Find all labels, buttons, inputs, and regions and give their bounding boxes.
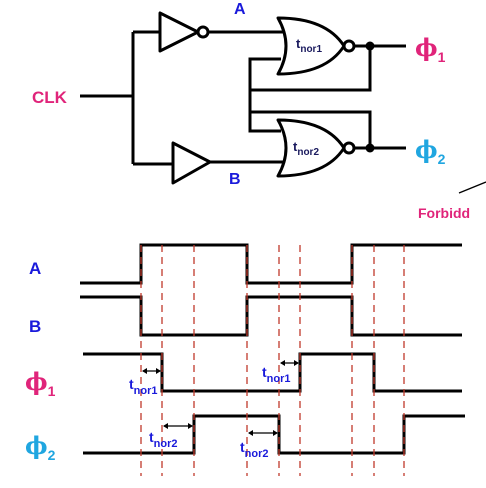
inverter-a <box>158 11 210 53</box>
clk-wire <box>80 30 173 166</box>
waveform-phi1 <box>83 352 462 393</box>
buffer-b <box>171 141 212 185</box>
nor-gate-2 <box>276 118 356 178</box>
circuit-schematic: CLK A B tnor1 tnor2 <box>32 1 486 221</box>
clk-label: CLK <box>32 88 68 107</box>
delay-arrows <box>142 360 299 436</box>
junction-dot-1 <box>365 41 375 51</box>
node-b-label: B <box>229 171 241 188</box>
phi2-output-label: ϕ2 <box>415 135 446 167</box>
forbidden-note: Forbidd <box>418 205 470 221</box>
delay-label-tnor2-b: tnor2 <box>240 439 269 460</box>
timing-label-a: A <box>29 259 41 278</box>
phi1-output-label: ϕ1 <box>415 33 446 65</box>
timing-label-phi1: ϕ1 <box>25 367 56 399</box>
timing-label-phi2: ϕ2 <box>25 431 56 463</box>
timing-label-b: B <box>29 317 41 336</box>
delay-label-tnor1-a: tnor1 <box>129 376 158 397</box>
delay-label-tnor1-b: tnor1 <box>262 364 291 385</box>
note-pointer-line <box>458 181 486 194</box>
nor-gate-1 <box>276 16 356 76</box>
nor2-delay-label: tnor2 <box>293 139 319 158</box>
nor1-delay-label: tnor1 <box>296 36 322 55</box>
feedback-wires <box>248 46 372 148</box>
waveform-phi2 <box>83 414 465 455</box>
waveform-a <box>80 243 462 285</box>
timing-diagram: A B ϕ1 ϕ2 <box>25 243 465 476</box>
timing-guides <box>140 245 405 476</box>
node-a-label: A <box>234 1 246 18</box>
delay-label-tnor2-a: tnor2 <box>149 429 178 450</box>
waveform-b <box>80 295 462 337</box>
junction-dot-2 <box>365 143 375 153</box>
